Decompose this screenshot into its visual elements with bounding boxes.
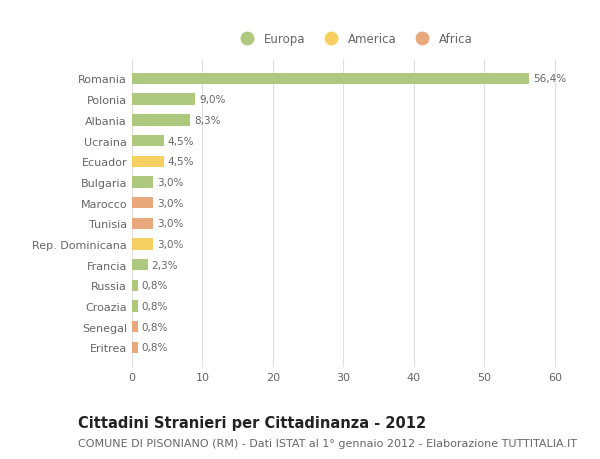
Text: 3,0%: 3,0%	[157, 240, 183, 249]
Bar	[132, 218, 153, 230]
Text: 0,8%: 0,8%	[141, 280, 167, 291]
Text: Cittadini Stranieri per Cittadinanza - 2012: Cittadini Stranieri per Cittadinanza - 2…	[78, 415, 426, 431]
Bar	[132, 73, 529, 85]
Text: 3,0%: 3,0%	[157, 219, 183, 229]
Text: 0,8%: 0,8%	[141, 342, 167, 353]
Bar	[132, 301, 137, 312]
Text: 4,5%: 4,5%	[167, 157, 194, 167]
Bar	[132, 156, 164, 168]
Text: 8,3%: 8,3%	[194, 116, 221, 126]
Bar	[132, 321, 137, 333]
Text: 3,0%: 3,0%	[157, 178, 183, 187]
Bar	[132, 280, 137, 291]
Text: 2,3%: 2,3%	[152, 260, 178, 270]
Bar	[132, 135, 164, 147]
Text: 9,0%: 9,0%	[199, 95, 226, 105]
Text: 4,5%: 4,5%	[167, 136, 194, 146]
Bar	[132, 342, 137, 353]
Bar	[132, 94, 196, 106]
Bar	[132, 177, 153, 188]
Bar	[132, 239, 153, 250]
Text: 56,4%: 56,4%	[533, 74, 566, 84]
Text: COMUNE DI PISONIANO (RM) - Dati ISTAT al 1° gennaio 2012 - Elaborazione TUTTITAL: COMUNE DI PISONIANO (RM) - Dati ISTAT al…	[78, 438, 577, 448]
Text: 0,8%: 0,8%	[141, 322, 167, 332]
Bar	[132, 197, 153, 209]
Bar	[132, 259, 148, 271]
Legend: Europa, America, Africa: Europa, America, Africa	[230, 28, 478, 51]
Text: 0,8%: 0,8%	[141, 301, 167, 311]
Text: 3,0%: 3,0%	[157, 198, 183, 208]
Bar	[132, 115, 190, 126]
